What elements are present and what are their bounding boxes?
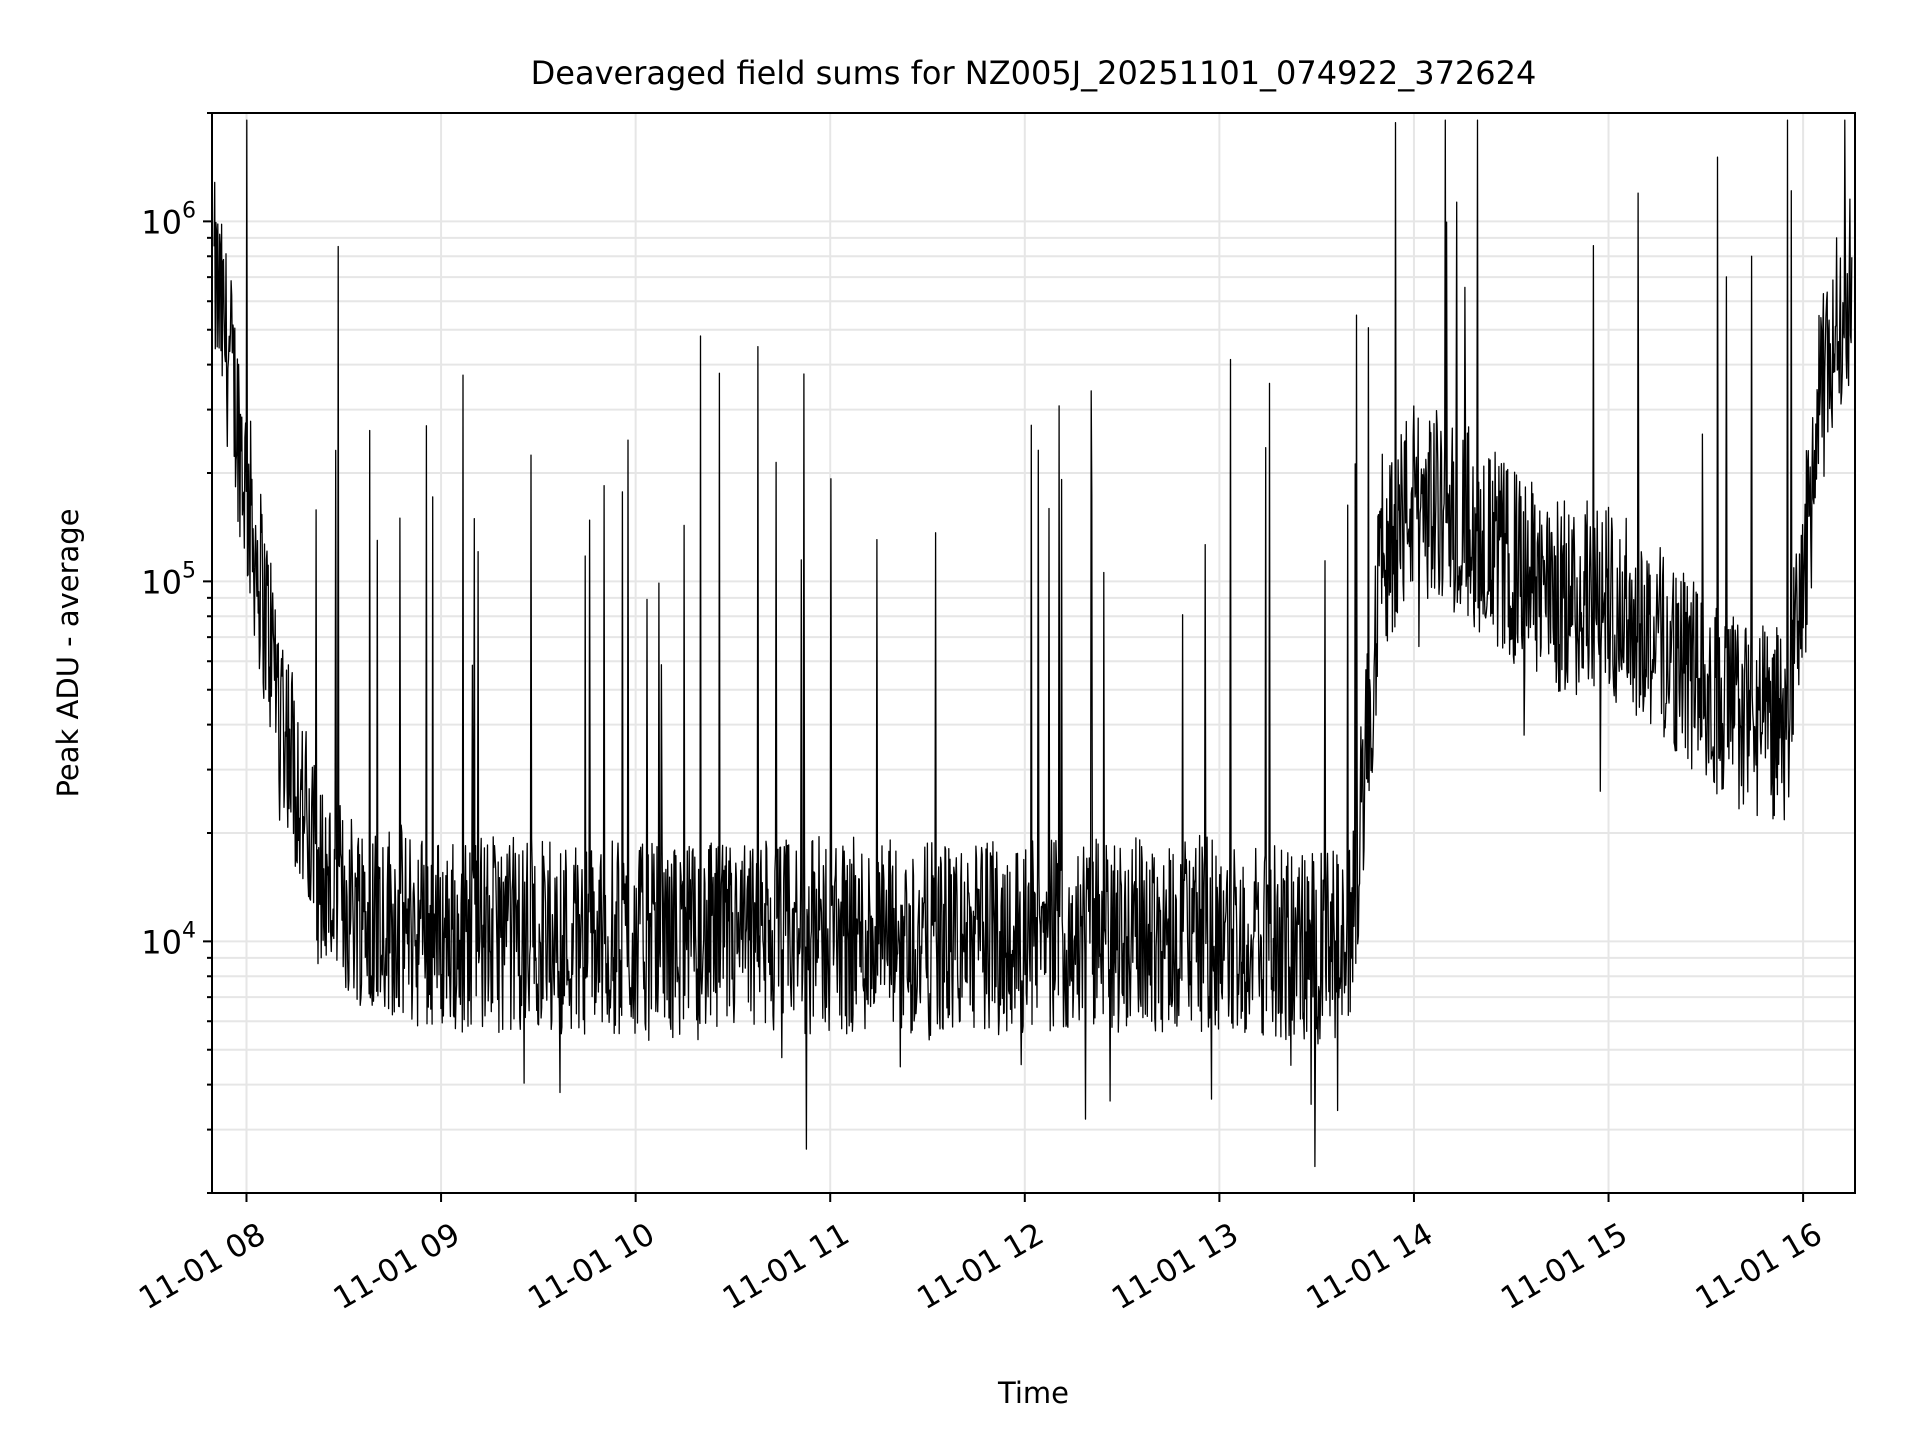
chart-title: Deaveraged field sums for NZ005J_2025110…	[531, 54, 1537, 92]
x-tick-label: 11-01 11	[717, 1216, 856, 1317]
y-tick-label: 106	[141, 198, 196, 241]
y-tick-label: 104	[141, 918, 196, 961]
x-tick-label: 11-01 10	[522, 1216, 661, 1317]
x-tick-label: 11-01 14	[1300, 1216, 1439, 1317]
x-tick-label: 11-01 13	[1106, 1216, 1245, 1317]
x-tick-label: 11-01 12	[911, 1216, 1050, 1317]
x-tick-label: 11-01 16	[1690, 1216, 1829, 1317]
series-line-layer	[213, 119, 1853, 1168]
plot-area-frame	[211, 112, 1856, 1194]
x-tick-label: 11-01 08	[133, 1216, 272, 1317]
y-axis-label: Peak ADU - average	[51, 508, 85, 797]
series-line	[213, 119, 1853, 1168]
x-tick-label: 11-01 09	[328, 1216, 467, 1317]
x-axis-label: Time	[997, 1376, 1069, 1410]
axis-ticks: 104 105 106 11-01 08 11-01 09 11-01 10 11-01 1…	[133, 112, 1829, 1317]
x-tick-label: 11-01 15	[1495, 1216, 1634, 1317]
y-tick-label: 105	[141, 558, 196, 601]
